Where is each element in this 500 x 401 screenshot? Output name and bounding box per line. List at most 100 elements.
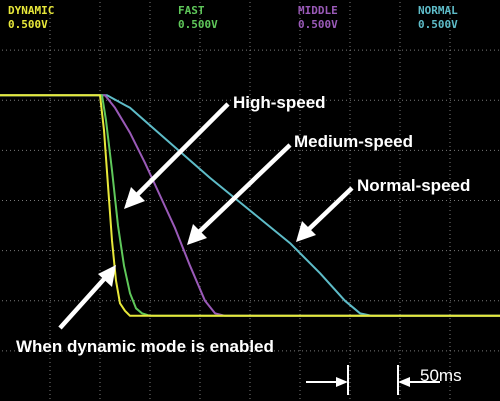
- grid-dot: [374, 350, 375, 352]
- grid-dot: [399, 198, 401, 199]
- grid-dot: [149, 230, 151, 231]
- grid-dot: [449, 42, 451, 43]
- grid-dot: [199, 90, 201, 91]
- grid-dot: [490, 350, 491, 352]
- grid-dot: [482, 300, 483, 302]
- grid-dot: [99, 230, 101, 231]
- grid-dot: [299, 2, 301, 3]
- grid-dot: [49, 246, 51, 247]
- grid-dot: [349, 14, 351, 15]
- grid-dot: [246, 250, 247, 252]
- grid-dot: [249, 126, 251, 127]
- grid-dot: [399, 214, 401, 215]
- grid-dot: [2, 350, 3, 352]
- grid-dot: [349, 54, 351, 55]
- grid-dot: [418, 200, 419, 201]
- grid-dot: [490, 149, 491, 151]
- grid-dot: [214, 49, 215, 51]
- grid-dot: [149, 170, 151, 171]
- grid-dot: [349, 282, 351, 283]
- grid-dot: [214, 200, 215, 201]
- grid-dot: [418, 250, 419, 252]
- grid-dot: [198, 49, 199, 51]
- grid-dot: [326, 200, 327, 201]
- grid-dot: [449, 102, 451, 103]
- grid-dot: [2, 49, 3, 51]
- grid-dot: [199, 54, 201, 55]
- grid-dot: [498, 200, 499, 201]
- grid-dot: [258, 300, 259, 302]
- grid-dot: [430, 200, 431, 201]
- grid-dot: [22, 300, 23, 302]
- grid-dot: [399, 306, 401, 307]
- grid-dot: [149, 142, 151, 143]
- grid-dot: [149, 398, 151, 399]
- grid-dot: [399, 62, 401, 63]
- grid-dot: [70, 300, 71, 302]
- grid-dot: [462, 300, 463, 302]
- grid-dot: [249, 62, 251, 63]
- grid-dot: [422, 250, 423, 252]
- grid-dot: [99, 138, 101, 139]
- grid-dot: [270, 200, 271, 201]
- grid-dot: [6, 300, 7, 302]
- grid-dot: [142, 350, 143, 352]
- grid-dot: [386, 350, 387, 352]
- grid-dot: [99, 238, 101, 239]
- grid-dot: [299, 118, 301, 119]
- grid-dot: [222, 300, 223, 302]
- grid-dot: [99, 74, 101, 75]
- ch-label-dynamic: DYNAMIC: [8, 4, 54, 17]
- grid-dot: [218, 49, 219, 51]
- grid-dot: [234, 350, 235, 352]
- grid-dot: [49, 318, 51, 319]
- grid-dot: [449, 382, 451, 383]
- grid-dot: [399, 370, 401, 371]
- grid-dot: [18, 250, 19, 252]
- grid-dot: [349, 46, 351, 47]
- grid-dot: [398, 49, 399, 51]
- grid-dot: [206, 250, 207, 252]
- grid-dot: [199, 378, 201, 379]
- grid-dot: [449, 138, 451, 139]
- grid-dot: [482, 200, 483, 201]
- grid-dot: [399, 158, 401, 159]
- grid-dot: [142, 300, 143, 302]
- grid-dot: [238, 49, 239, 51]
- grid-dot: [99, 242, 101, 243]
- grid-dot: [270, 149, 271, 151]
- grid-dot: [458, 250, 459, 252]
- grid-dot: [299, 278, 301, 279]
- grid-dot: [454, 250, 455, 252]
- grid-dot: [90, 200, 91, 201]
- grid-dot: [338, 300, 339, 302]
- grid-dot: [478, 200, 479, 201]
- grid-dot: [434, 200, 435, 201]
- grid-dot: [350, 350, 351, 352]
- grid-dot: [99, 382, 101, 383]
- grid-dot: [2, 200, 3, 201]
- grid-dot: [99, 170, 101, 171]
- grid-dot: [49, 210, 51, 211]
- grid-dot: [299, 86, 301, 87]
- grid-dot: [399, 66, 401, 67]
- grid-dot: [202, 200, 203, 201]
- grid-dot: [199, 26, 201, 27]
- grid-dot: [198, 350, 199, 352]
- grid-dot: [258, 350, 259, 352]
- grid-dot: [249, 186, 251, 187]
- grid-dot: [99, 46, 101, 47]
- grid-dot: [114, 250, 115, 252]
- grid-dot: [449, 90, 451, 91]
- grid-dot: [270, 250, 271, 252]
- grid-dot: [149, 78, 151, 79]
- grid-dot: [154, 149, 155, 151]
- grid-dot: [242, 49, 243, 51]
- grid-dot: [454, 49, 455, 51]
- grid-dot: [49, 242, 51, 243]
- grid-dot: [149, 98, 151, 99]
- grid-dot: [122, 49, 123, 51]
- grid-dot: [466, 300, 467, 302]
- grid-dot: [294, 49, 295, 51]
